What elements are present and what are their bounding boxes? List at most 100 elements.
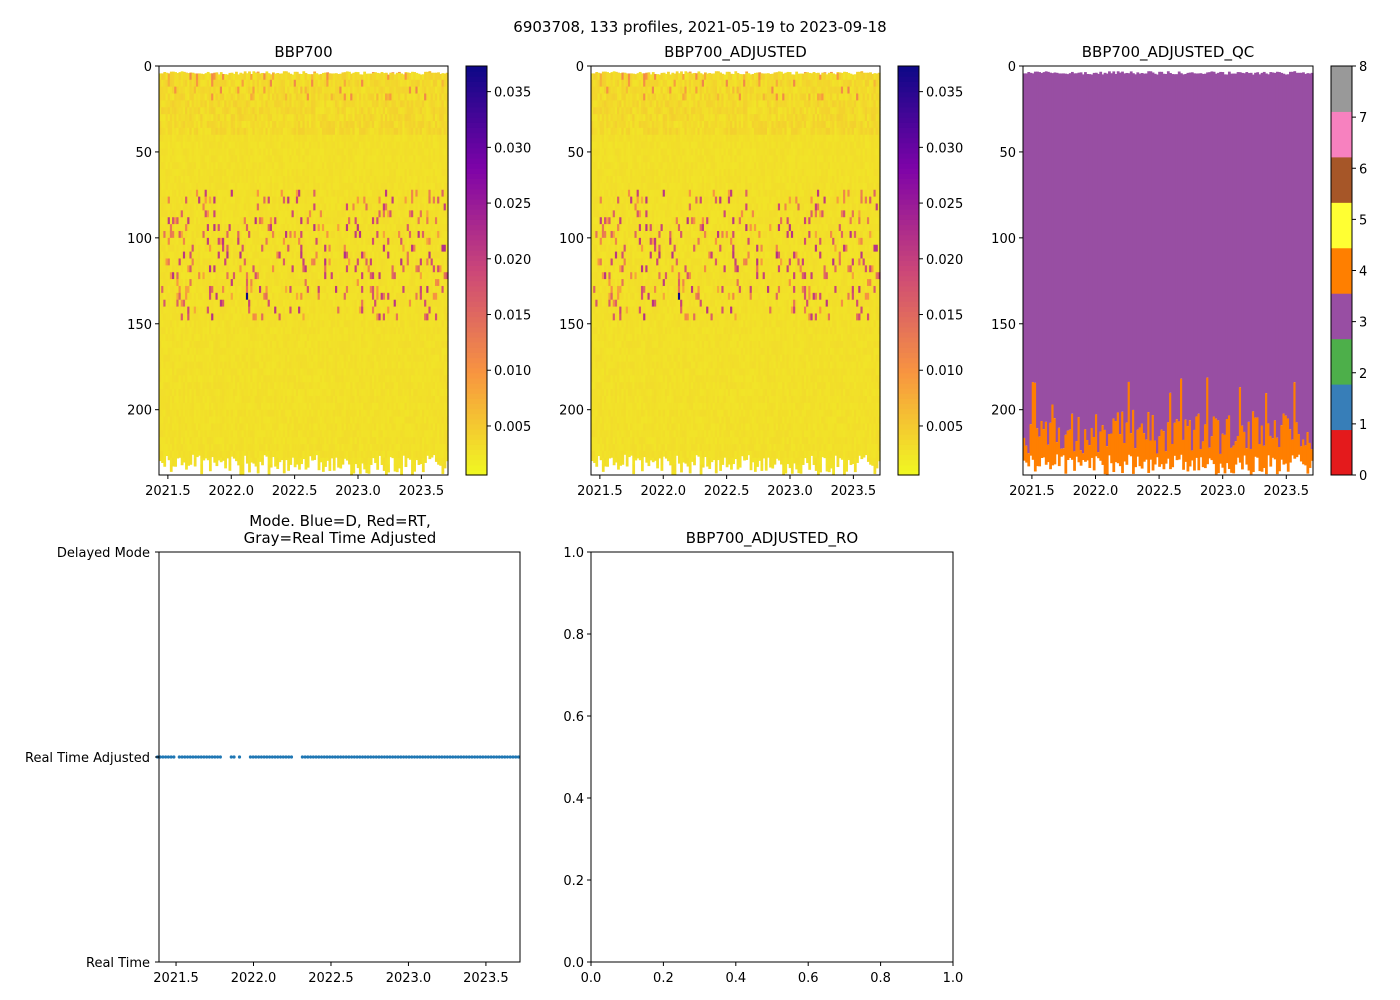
- heatmap-cell: [219, 306, 223, 314]
- heatmap-cell: [198, 93, 201, 101]
- heatmap-cell: [289, 409, 293, 417]
- heatmap-cell: [315, 299, 319, 307]
- heatmap-cell: [269, 120, 273, 129]
- heatmap-cell: [330, 265, 334, 273]
- heatmap-cell: [289, 327, 293, 335]
- heatmap-cell: [182, 347, 186, 356]
- heatmap-cell: [180, 375, 184, 383]
- heatmap-cell: [274, 320, 277, 328]
- heatmap-cell: [300, 299, 304, 307]
- heatmap-cell: [172, 272, 175, 280]
- heatmap-cell: [245, 224, 249, 232]
- heatmap-cell: [172, 71, 175, 74]
- heatmap-cell: [306, 203, 310, 211]
- heatmap-cell: [308, 107, 312, 115]
- heatmap-cell: [302, 347, 306, 356]
- heatmap-cell: [326, 210, 330, 218]
- heatmap-cell: [195, 402, 199, 411]
- heatmap-cell: [267, 175, 271, 184]
- heatmap-cell: [300, 93, 304, 101]
- heatmap-cell: [304, 320, 308, 328]
- heatmap-cell: [226, 361, 230, 369]
- heatmap-cell: [254, 444, 258, 452]
- heatmap-cell: [343, 120, 347, 129]
- heatmap-cell: [269, 134, 273, 143]
- heatmap-cell: [243, 196, 247, 204]
- heatmap-cell: [328, 134, 332, 143]
- heatmap-cell: [295, 347, 299, 356]
- heatmap-cell: [208, 285, 212, 294]
- heatmap-cell: [169, 423, 173, 431]
- heatmap-cell: [230, 182, 234, 191]
- heatmap-cell: [198, 148, 201, 156]
- heatmap-cell: [252, 79, 256, 88]
- heatmap-cell: [191, 141, 195, 149]
- heatmap-cell: [172, 224, 175, 232]
- heatmap-cell: [200, 416, 204, 424]
- heatmap-cell: [241, 175, 245, 184]
- heatmap-cell: [339, 395, 343, 404]
- heatmap-cell: [300, 73, 304, 81]
- heatmap-cell: [315, 354, 319, 362]
- heatmap-cell: [248, 134, 251, 143]
- heatmap-cell: [167, 127, 171, 136]
- heatmap-cell: [237, 74, 240, 81]
- heatmap-cell: [213, 189, 217, 198]
- heatmap-cell: [224, 285, 227, 294]
- heatmap-cell: [300, 402, 304, 411]
- heatmap-cell: [332, 86, 336, 94]
- heatmap-cell: [300, 416, 304, 424]
- heatmap-cell: [228, 224, 232, 232]
- heatmap-cell: [285, 306, 288, 314]
- heatmap-cell: [248, 382, 251, 390]
- heatmap-cell: [208, 354, 212, 362]
- heatmap-cell: [232, 430, 236, 438]
- heatmap-cell: [161, 299, 164, 307]
- heatmap-cell: [172, 313, 175, 321]
- heatmap-cell: [222, 203, 225, 211]
- heatmap-cell: [293, 134, 297, 143]
- heatmap-cell: [276, 210, 280, 218]
- heatmap-cell: [313, 327, 317, 335]
- heatmap-cell: [278, 361, 282, 369]
- heatmap-cell: [163, 134, 167, 143]
- heatmap-cell: [202, 175, 206, 184]
- heatmap-cell: [321, 409, 325, 417]
- heatmap-cell: [211, 354, 214, 362]
- heatmap-cell: [285, 361, 288, 369]
- heatmap-cell: [271, 450, 275, 458]
- heatmap-cell: [337, 340, 340, 349]
- heatmap-cell: [287, 444, 290, 452]
- heatmap-cell: [311, 437, 314, 445]
- heatmap-cell: [237, 450, 240, 459]
- heatmap-cell: [235, 306, 238, 314]
- heatmap-cell: [326, 93, 330, 101]
- heatmap-cell: [237, 120, 240, 129]
- heatmap-cell: [215, 196, 219, 204]
- heatmap-cell: [243, 182, 247, 191]
- heatmap-cell: [237, 114, 240, 122]
- heatmap-cell: [202, 237, 206, 246]
- heatmap-cell: [339, 175, 343, 184]
- heatmap-cell: [317, 210, 321, 218]
- heatmap-cell: [213, 265, 217, 273]
- heatmap-cell: [241, 251, 245, 259]
- heatmap-cell: [219, 382, 223, 390]
- heatmap-cell: [167, 141, 171, 149]
- heatmap-cell: [282, 340, 286, 349]
- heatmap-cell: [208, 265, 212, 273]
- heatmap-cell: [189, 285, 193, 294]
- heatmap-cell: [176, 450, 180, 459]
- heatmap-cell: [243, 320, 247, 328]
- heatmap-cell: [332, 306, 336, 314]
- heatmap-cell: [304, 258, 308, 266]
- heatmap-cell: [271, 107, 275, 115]
- heatmap-cell: [302, 423, 306, 431]
- heatmap-cell: [174, 423, 177, 431]
- heatmap-cell: [169, 107, 173, 115]
- heatmap-cell: [208, 464, 212, 472]
- heatmap-cell: [304, 114, 308, 122]
- heatmap-cell: [193, 402, 197, 411]
- heatmap-cell: [228, 107, 232, 115]
- heatmap-cell: [315, 423, 319, 431]
